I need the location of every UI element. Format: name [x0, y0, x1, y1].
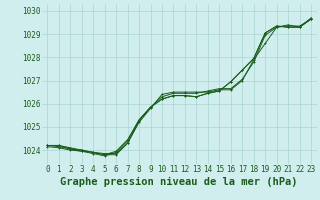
- X-axis label: Graphe pression niveau de la mer (hPa): Graphe pression niveau de la mer (hPa): [60, 177, 298, 187]
